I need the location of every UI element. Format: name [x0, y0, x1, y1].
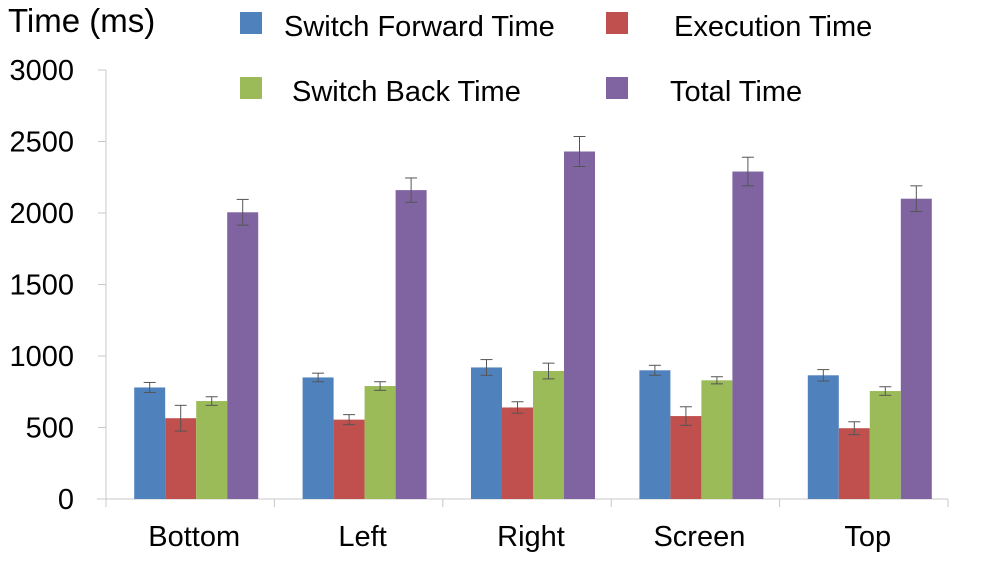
error-bar: [174, 404, 187, 432]
legend-item: Switch Back Time: [240, 76, 521, 108]
error-bar: [817, 369, 830, 382]
error-bar: [205, 396, 218, 406]
bar: [196, 401, 228, 499]
x-tick-label: Bottom: [148, 521, 240, 553]
bar: [165, 418, 197, 499]
y-tick-label: 3000: [9, 55, 74, 87]
x-tick-labels: Bottom Left Right Screen Top: [148, 521, 891, 553]
legend-swatch: [606, 12, 628, 34]
error-bars: [143, 135, 923, 436]
legend-label: Execution Time: [674, 11, 872, 43]
x-tick-label: Left: [338, 521, 386, 553]
legend-label: Switch Forward Time: [284, 11, 555, 43]
error-bar: [343, 414, 356, 426]
y-tick-label: 2500: [9, 127, 74, 159]
bar: [701, 380, 733, 499]
bar: [502, 407, 533, 499]
y-axis-label: Time (ms): [8, 2, 155, 39]
error-bar: [480, 359, 493, 376]
x-tick-label: Top: [844, 521, 891, 553]
x-tick-label: Right: [497, 521, 565, 553]
legend-item: Total Time: [606, 76, 802, 108]
y-tick-label: 2000: [9, 198, 74, 230]
bar: [639, 370, 671, 499]
legend-item: Execution Time: [606, 11, 872, 43]
error-bar: [236, 198, 249, 226]
error-bar: [511, 401, 524, 414]
error-bar: [679, 406, 692, 426]
bar: [364, 386, 396, 499]
y-tick-label: 1500: [9, 270, 74, 302]
bar: [838, 428, 870, 499]
error-bar: [312, 372, 325, 383]
x-tick-label: Screen: [653, 521, 745, 553]
bar: [564, 151, 595, 499]
error-bar: [879, 386, 892, 396]
y-tick-label: 1000: [9, 341, 74, 373]
error-bar: [710, 376, 723, 385]
error-bar: [910, 185, 923, 213]
legend-swatch: [606, 77, 628, 99]
bar: [302, 377, 334, 499]
error-bar: [648, 364, 661, 376]
legend-swatch: [240, 77, 262, 99]
error-bar: [542, 362, 555, 380]
y-tick-label: 500: [26, 413, 74, 445]
error-bar: [143, 381, 156, 393]
bar: [333, 419, 365, 499]
error-bar: [374, 381, 387, 391]
bar: [227, 212, 259, 499]
bar: [533, 371, 564, 499]
legend-label: Switch Back Time: [292, 76, 521, 108]
error-bar: [848, 421, 861, 436]
legend-swatch: [240, 12, 262, 34]
bar: [869, 391, 901, 499]
legend-label: Total Time: [670, 76, 802, 108]
error-bar: [741, 156, 754, 187]
legend-item: Switch Forward Time: [240, 11, 555, 43]
y-tick-label: 0: [58, 484, 74, 516]
bar: [395, 190, 427, 499]
bar: [134, 387, 166, 499]
bar: [900, 198, 932, 499]
error-bar: [573, 135, 586, 168]
legend: Switch Forward Time Execution Time Switch …: [240, 11, 872, 108]
bar: [807, 375, 839, 499]
error-bar: [405, 177, 418, 203]
y-tick-labels: 0 500 1000 1500 2000 2500 3000: [9, 55, 74, 516]
bar: [670, 416, 702, 499]
bar: [732, 171, 764, 499]
bar: [471, 367, 502, 499]
bars: [134, 151, 932, 499]
